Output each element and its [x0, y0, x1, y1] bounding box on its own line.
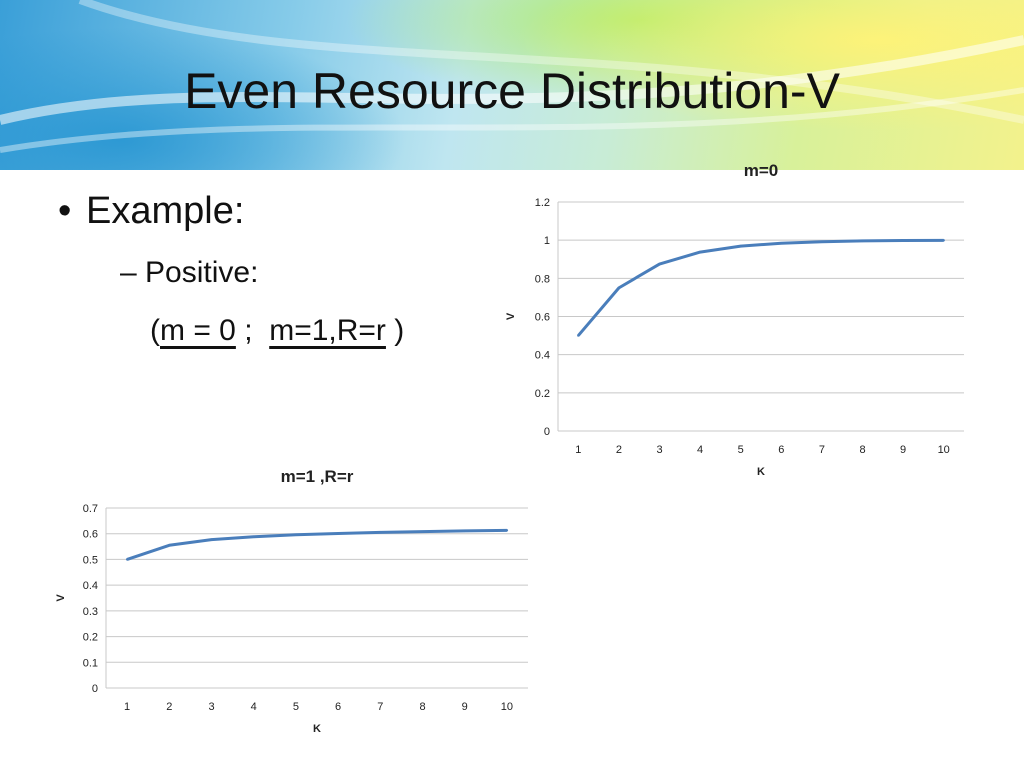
x-tick-label: 3	[656, 444, 662, 456]
y-tick-label: 0.5	[83, 554, 98, 566]
chart-title: m=1 ,R=r	[281, 467, 354, 486]
y-tick-label: 0.1	[83, 657, 98, 669]
y-axis-label: V	[505, 312, 517, 320]
data-point	[942, 239, 945, 242]
data-point	[421, 530, 424, 533]
data-point	[617, 286, 621, 290]
x-axis-label: K	[757, 466, 765, 478]
x-tick-label: 1	[124, 701, 130, 713]
y-tick-label: 0.7	[83, 503, 98, 515]
data-point	[739, 244, 742, 248]
data-point	[901, 239, 905, 242]
y-tick-label: 0.2	[535, 388, 550, 400]
data-point	[577, 334, 580, 337]
dash-icon: –	[120, 256, 137, 289]
data-point	[780, 242, 783, 245]
y-tick-label: 0	[544, 426, 550, 438]
data-point	[336, 532, 340, 535]
x-tick-label: 2	[616, 444, 622, 456]
x-tick-label: 8	[419, 701, 425, 713]
x-axis-label: K	[313, 723, 321, 735]
bullet-positive: – Positive:	[120, 256, 258, 290]
bullet-example: • Example:	[58, 190, 244, 233]
chart-m1-r: m=1 ,R=r 0 0.1 0.2 0.3 0.4 0.5 0.6 0.7 1 2 3 4 5 6 7 8 9 1…	[55, 467, 528, 735]
y-tick-label: 0.4	[535, 350, 550, 362]
data-point	[463, 529, 466, 533]
term-m0: m = 0	[160, 314, 236, 347]
data-point	[379, 531, 382, 534]
data-point	[168, 544, 171, 547]
data-point	[505, 529, 509, 532]
data-point	[294, 533, 298, 536]
data-point	[658, 262, 661, 266]
x-tick-label: 7	[377, 701, 383, 713]
series-line	[577, 238, 944, 337]
bullet-example-text: Example:	[86, 190, 245, 232]
data-point	[125, 558, 129, 561]
paren-close: )	[385, 314, 405, 347]
data-point	[820, 240, 824, 243]
banner-swoosh-decoration	[0, 0, 1024, 153]
x-tick-label: 6	[335, 701, 341, 713]
data-point	[252, 535, 255, 538]
chart-m0: m=0 0 0.2 0.4 0.6 0.8 1 1.2 1 2 3 4 5 6 7 8 9 10 K V	[505, 161, 964, 478]
separator: ;	[235, 314, 270, 347]
y-tick-label: 0.6	[83, 529, 98, 541]
x-tick-label: 1	[575, 444, 581, 456]
x-tick-label: 7	[819, 444, 825, 456]
y-tick-label: 1	[544, 235, 550, 247]
chart-title: m=0	[744, 161, 779, 180]
y-tick-label: 0.2	[83, 632, 98, 644]
data-point	[698, 250, 702, 254]
x-tick-label: 8	[859, 444, 865, 456]
x-tick-label: 9	[900, 444, 906, 456]
y-tick-label: 0.8	[535, 273, 550, 285]
y-tick-label: 1.2	[535, 197, 550, 209]
header-banner	[0, 0, 1024, 170]
y-tick-label: 0.3	[83, 606, 98, 618]
x-tick-label: 4	[697, 444, 703, 456]
bullet-dot-icon: •	[58, 190, 72, 232]
bullet-positive-text: Positive:	[145, 256, 259, 289]
term-m1-r: m=1,R=r	[269, 314, 386, 347]
condition-line: (m = 0 ; m=1,R=r )	[150, 314, 404, 348]
x-tick-label: 10	[938, 444, 950, 456]
series-line	[126, 528, 507, 561]
paren-open: (	[150, 314, 160, 347]
y-tick-label: 0.6	[535, 312, 550, 324]
data-point	[861, 239, 864, 243]
x-tick-label: 4	[251, 701, 257, 713]
x-tick-label: 3	[208, 701, 214, 713]
x-tick-label: 10	[501, 701, 513, 713]
x-tick-label: 5	[293, 701, 299, 713]
slide-title: Even Resource Distribution-V	[184, 63, 840, 119]
y-axis-label: V	[55, 594, 67, 602]
y-tick-label: 0.4	[83, 580, 98, 592]
x-tick-label: 6	[778, 444, 784, 456]
x-tick-label: 9	[462, 701, 468, 713]
data-point	[210, 538, 213, 541]
x-tick-label: 5	[738, 444, 744, 456]
y-tick-label: 0	[92, 683, 98, 695]
x-tick-label: 2	[166, 701, 172, 713]
